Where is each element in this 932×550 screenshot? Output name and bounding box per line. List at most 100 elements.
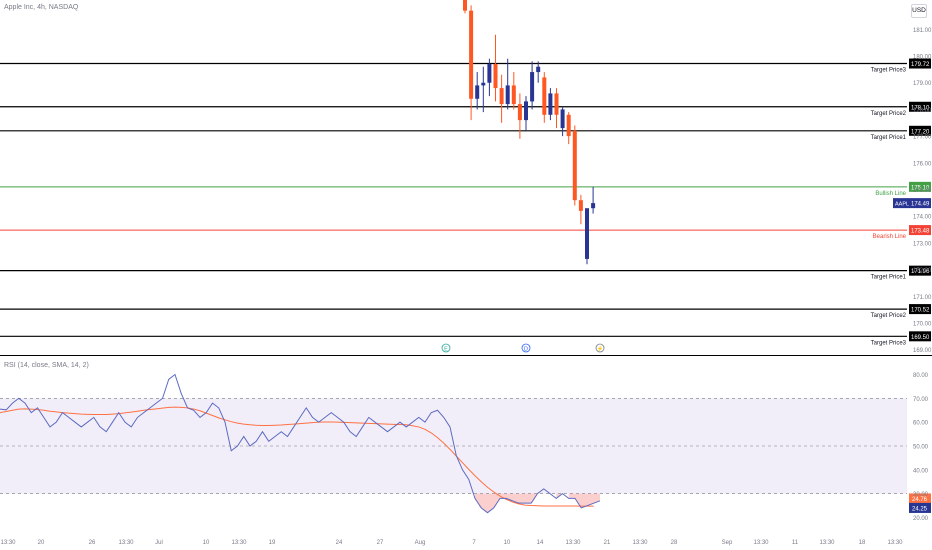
candle-body: [505, 85, 510, 105]
price-tick-label: 179.00: [913, 81, 932, 87]
rsi-tick-label: 60.00: [913, 421, 929, 427]
time-tick-label: 13:30: [887, 540, 903, 546]
candle: [578, 194, 583, 225]
candle-body: [493, 64, 498, 89]
symbol-tag-label: AAPL: [895, 202, 909, 208]
candle: [524, 96, 528, 131]
time-tick-label: 26: [89, 540, 96, 546]
candle-body: [591, 203, 596, 209]
candle: [481, 66, 486, 113]
candle: [530, 61, 535, 110]
level-price-label: 171.96: [911, 269, 930, 275]
candle: [585, 208, 589, 265]
candles: [463, 0, 596, 265]
level-price-label: 169.50: [911, 335, 930, 341]
level-price-tag: [909, 331, 931, 342]
time-tick-label: 28: [671, 540, 678, 546]
candle-body: [548, 93, 553, 115]
event-marker-icon: [441, 343, 451, 353]
candle: [463, 0, 467, 14]
event-marker-icon: [521, 343, 531, 353]
time-tick-label: 27: [377, 540, 384, 546]
time-tick-label: 7: [472, 540, 476, 546]
candle-body: [536, 66, 541, 73]
price-tick-label: 172.00: [913, 268, 932, 274]
time-tick-label: 20: [38, 540, 45, 546]
candle-body: [469, 10, 474, 99]
level-name-label: Target Price2: [871, 313, 907, 319]
price-tick-label: 171.00: [913, 295, 932, 301]
candle: [505, 58, 510, 110]
rsi-tick-label: 20.00: [913, 516, 929, 522]
rsi-tick-label: 70.00: [913, 397, 929, 403]
candle-body: [524, 101, 528, 121]
rsi-tick-label: 80.00: [913, 373, 929, 379]
event-marker-icon: [595, 343, 605, 353]
level-price-label: 177.20: [911, 129, 930, 135]
currency-label[interactable]: USD: [911, 4, 927, 18]
level-price-label: 170.52: [911, 308, 930, 314]
time-tick-label: 24: [336, 540, 343, 546]
candle: [487, 58, 492, 97]
time-tick-label: 14: [537, 540, 544, 546]
time-tick-label: 10: [504, 540, 511, 546]
event-marker-label: D: [524, 347, 528, 353]
candle: [554, 88, 559, 129]
rsi-tick-label: 50.00: [913, 445, 929, 451]
price-tick-label: 180.00: [913, 55, 932, 61]
price-axis: 181.00 180.00 179.00 178.00 177.00 176.00 175.…: [913, 28, 932, 522]
time-tick-label: 13:30: [565, 540, 581, 546]
candle: [511, 72, 516, 110]
price-tick-label: 178.00: [913, 108, 932, 114]
candle-body: [499, 88, 504, 105]
rsi-pane: 24.76 24.25: [0, 373, 931, 514]
price-tick-label: 170.00: [913, 321, 932, 327]
price-tick-label: 175.00: [913, 188, 932, 194]
candle: [536, 61, 541, 83]
time-tick-label: 13:30: [753, 540, 769, 546]
level-price-tag: [909, 225, 931, 236]
price-tick-label: 173.00: [913, 241, 932, 247]
time-tick-label: 13:30: [0, 540, 16, 546]
candle-body: [578, 200, 583, 211]
last-price-tag: [909, 198, 931, 209]
level-price-tag: [909, 181, 931, 192]
level-price-tag: [909, 58, 931, 69]
level-price-tag: [909, 101, 931, 112]
candle-body: [585, 208, 589, 259]
price-tick-label: 174.00: [913, 215, 932, 221]
level-name-label: Bullish Line: [875, 191, 906, 197]
level-price-tag: [909, 304, 931, 315]
symbol-tag: [893, 198, 909, 209]
time-tick-label: Sep: [722, 540, 733, 546]
rsi-ma-tag: [909, 493, 931, 504]
time-tick-label: 13:30: [231, 540, 247, 546]
candle: [475, 72, 480, 110]
candle-body: [572, 130, 577, 201]
level-price-label: 179.72: [911, 62, 930, 68]
rsi-indicator-label[interactable]: RSI (14, close, SMA, 14, 2): [4, 362, 89, 369]
time-tick-label: 13:30: [632, 540, 648, 546]
candle-body: [530, 72, 535, 102]
rsi-ma-line: [0, 406, 594, 507]
candle-body: [487, 64, 492, 83]
candle: [493, 34, 498, 102]
time-tick-label: 10: [203, 540, 210, 546]
candle: [517, 93, 522, 139]
level-price-label: 178.10: [911, 105, 930, 111]
level-name-label: Target Price2: [871, 111, 907, 117]
event-marker-label: E: [444, 347, 448, 353]
price-tick-label: 176.00: [913, 161, 932, 167]
time-tick-label: 11: [792, 540, 799, 546]
candle-body: [481, 82, 486, 86]
candle: [469, 5, 474, 121]
candle-body: [566, 114, 571, 137]
rsi-tag: [909, 502, 931, 513]
time-tick-label: Jul: [155, 540, 163, 546]
symbol-title: Apple Inc, 4h, NASDAQ: [4, 4, 79, 11]
time-tick-label: Aug: [415, 540, 426, 546]
candle-body: [463, 0, 467, 11]
price-tick-label: 169.00: [913, 348, 932, 354]
rsi-tick-label: 30.00: [913, 492, 929, 498]
